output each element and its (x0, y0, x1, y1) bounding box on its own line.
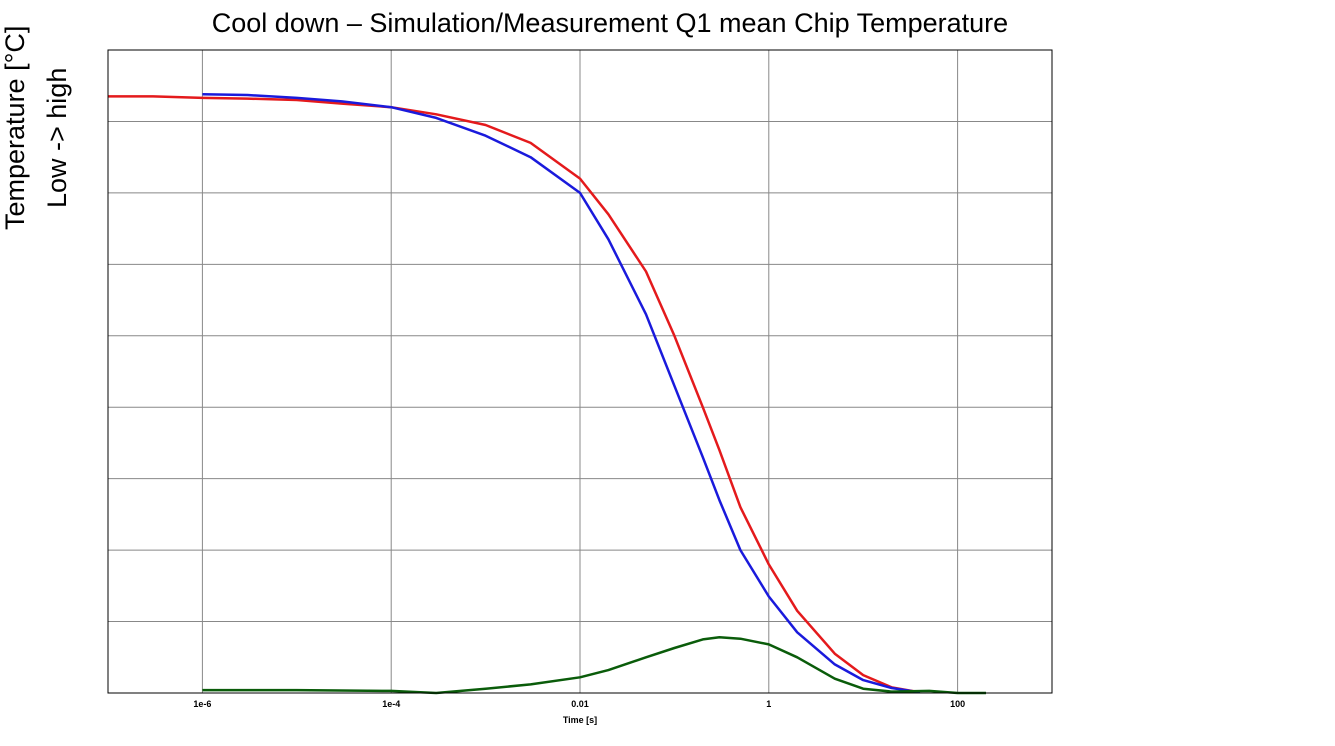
x-tick-label: 1e-6 (193, 699, 211, 709)
series-line-3 (202, 636, 986, 695)
series-line-1 (108, 95, 921, 694)
x-axis-label: Time [s] (563, 715, 597, 725)
series-lines (108, 93, 986, 695)
plot-frame (107, 49, 1053, 694)
x-tick-label: 0.01 (571, 699, 589, 709)
x-tick-label: 1 (766, 699, 771, 709)
x-tick-labels: 1e-6 1e-4 0.01 1 100 (193, 699, 965, 709)
x-tick-label: 100 (950, 699, 965, 709)
grid-lines (108, 50, 1052, 693)
series-line-2 (202, 93, 921, 694)
x-tick-label: 1e-4 (382, 699, 400, 709)
chart-title: Cool down – Simulation/Measurement Q1 me… (211, 8, 1009, 38)
